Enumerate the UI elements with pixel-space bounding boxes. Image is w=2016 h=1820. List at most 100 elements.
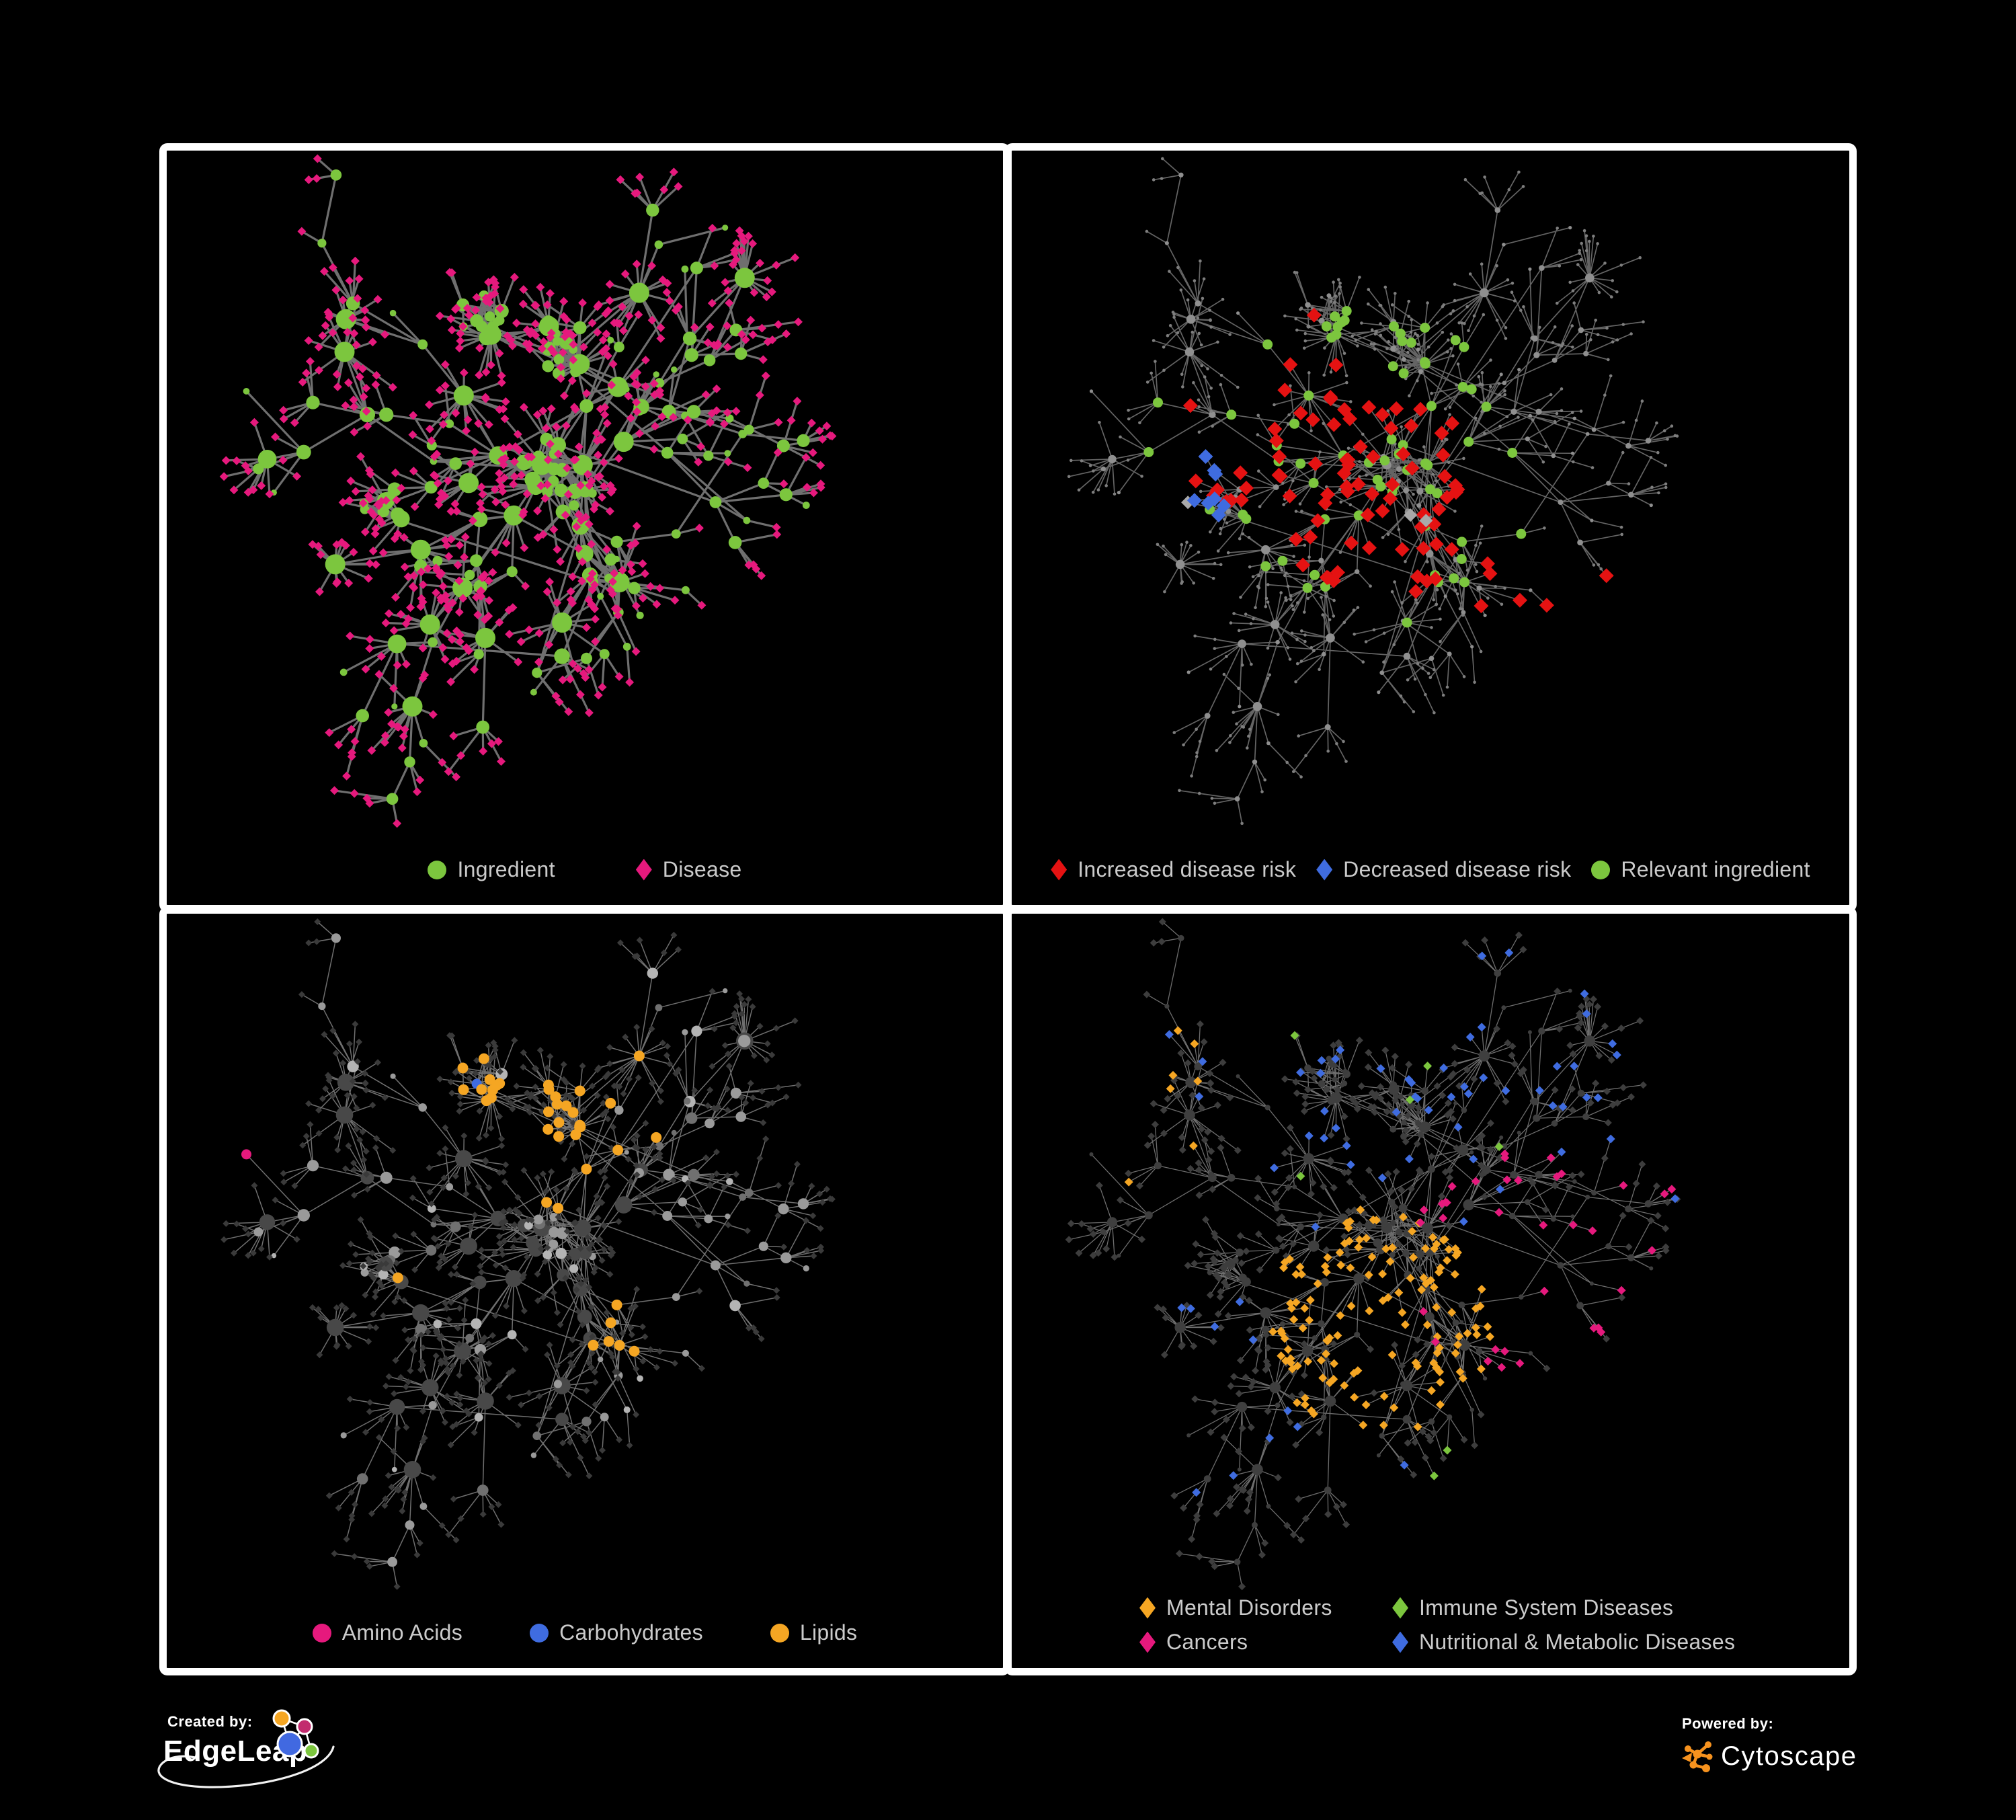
graph-node xyxy=(1168,270,1171,273)
cytoscape-node xyxy=(1702,1764,1710,1772)
graph-node xyxy=(1373,348,1377,351)
graph-node xyxy=(1376,1244,1385,1255)
graph-node xyxy=(1258,505,1262,508)
graph-node xyxy=(1517,170,1521,174)
graph-node xyxy=(551,1099,563,1110)
graph-node xyxy=(738,1035,751,1047)
graph-node xyxy=(569,500,579,511)
graph-node xyxy=(347,1060,359,1072)
graph-node xyxy=(426,1244,437,1256)
graph-node xyxy=(681,265,689,273)
graph-node xyxy=(432,555,443,566)
graph-node xyxy=(581,652,592,664)
graph-node xyxy=(485,311,495,322)
graph-node xyxy=(1380,1216,1387,1223)
cytoscape-logo-text: Cytoscape xyxy=(1721,1741,1857,1771)
graph-node xyxy=(1570,411,1574,414)
graph-node xyxy=(1324,1487,1332,1494)
legend-label: Nutritional & Metabolic Diseases xyxy=(1419,1630,1736,1654)
graph-node xyxy=(629,282,649,303)
relevant-ingredient-marker-icon xyxy=(1591,860,1611,879)
graph-node xyxy=(1461,607,1464,611)
graph-node xyxy=(1200,364,1203,368)
graph-node xyxy=(1211,577,1215,580)
graph-node xyxy=(554,483,568,498)
graph-node xyxy=(1244,612,1248,616)
graph-node xyxy=(477,1485,489,1496)
graph-node xyxy=(1513,299,1517,303)
graph-node xyxy=(1337,278,1340,282)
graph-node xyxy=(1556,301,1559,305)
graph-node xyxy=(1480,262,1484,266)
graph-node xyxy=(623,1406,631,1413)
graph-node xyxy=(1594,319,1597,322)
graph-node xyxy=(553,616,563,626)
graph-node xyxy=(671,1130,677,1136)
graph-node xyxy=(1237,1467,1242,1472)
graph-node xyxy=(647,967,658,979)
graph-node xyxy=(1642,320,1645,323)
graph-node xyxy=(458,1084,469,1095)
graph-node xyxy=(1163,590,1166,594)
graph-node xyxy=(1332,1076,1338,1082)
graph-node xyxy=(477,1392,494,1410)
graph-node xyxy=(1347,476,1351,480)
graph-node xyxy=(1420,358,1430,369)
graph-node xyxy=(1307,371,1311,374)
graph-node xyxy=(1180,372,1184,376)
graph-node xyxy=(1554,421,1557,425)
graph-node xyxy=(415,1323,427,1335)
cytoscape-node xyxy=(1705,1741,1711,1748)
graph-node xyxy=(532,668,542,678)
graph-node xyxy=(1406,350,1410,354)
graph-node xyxy=(1127,409,1130,412)
graph-node xyxy=(1282,503,1285,506)
graph-node xyxy=(1438,607,1441,610)
graph-node xyxy=(1291,608,1295,611)
graph-node xyxy=(600,1413,609,1422)
graph-node xyxy=(1592,235,1595,238)
graph-node xyxy=(1354,338,1358,342)
graph-node xyxy=(553,336,562,346)
graph-node xyxy=(1418,369,1424,374)
graph-node xyxy=(1197,791,1201,795)
graph-node xyxy=(1364,640,1368,643)
graph-node xyxy=(1407,299,1410,303)
graph-node xyxy=(1387,1199,1396,1206)
graph-node xyxy=(1447,461,1451,465)
graph-node xyxy=(1236,311,1240,315)
graph-node xyxy=(1561,342,1565,346)
graph-node xyxy=(1198,740,1202,744)
graph-node xyxy=(1510,408,1517,415)
graph-node xyxy=(1527,1030,1532,1035)
graph-node xyxy=(1369,584,1372,588)
graph-node xyxy=(1192,381,1195,385)
graph-node xyxy=(1580,241,1583,245)
graph-node xyxy=(1219,563,1223,566)
graph-node xyxy=(1302,582,1313,593)
graph-node xyxy=(598,1356,604,1363)
graph-node xyxy=(1292,555,1295,558)
graph-node xyxy=(1385,347,1389,350)
graph-node xyxy=(1370,328,1374,331)
graph-node xyxy=(1510,1171,1518,1179)
graph-node xyxy=(1195,300,1201,307)
graph-node xyxy=(1257,573,1260,578)
graph-node xyxy=(1260,790,1264,793)
graph-node xyxy=(532,1431,542,1440)
graph-node xyxy=(1160,177,1164,180)
graph-node xyxy=(1432,668,1436,672)
graph-node xyxy=(1500,602,1504,606)
graph-node xyxy=(1568,988,1572,993)
graph-node xyxy=(1186,298,1190,302)
legend-item: Lipids xyxy=(770,1620,857,1645)
graph-node xyxy=(1320,295,1324,299)
graph-node xyxy=(1330,311,1340,322)
graph-node xyxy=(1353,1273,1365,1284)
graph-node xyxy=(1428,676,1433,679)
graph-node xyxy=(317,239,327,248)
graph-node xyxy=(1478,1050,1490,1062)
graph-node xyxy=(623,386,630,393)
graph-node xyxy=(1371,1222,1377,1228)
graph-node xyxy=(1193,279,1197,282)
